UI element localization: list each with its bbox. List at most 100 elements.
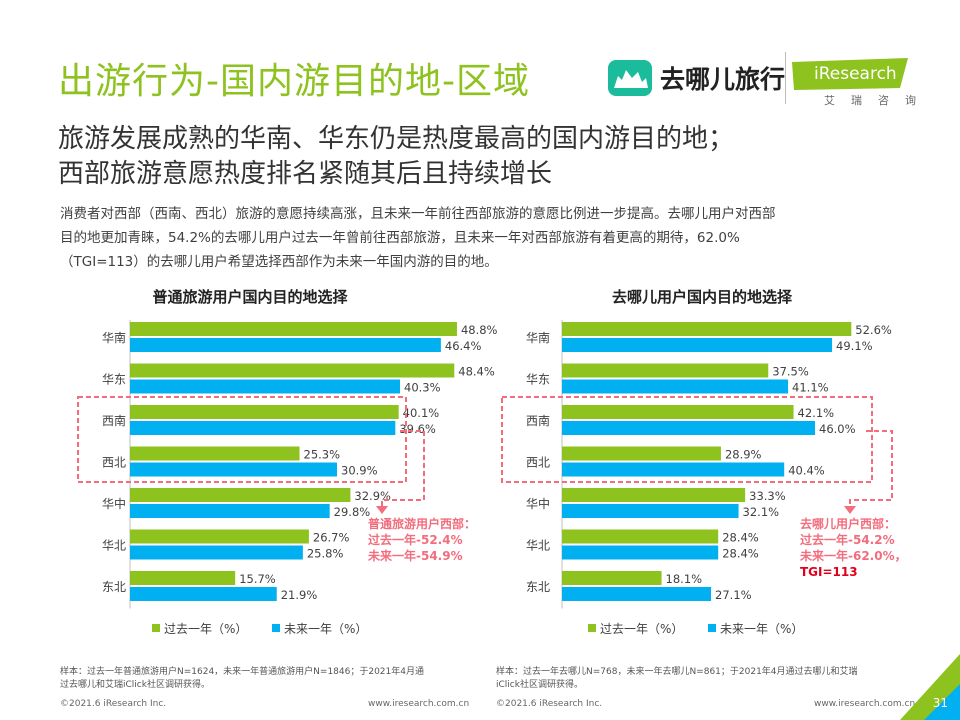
sample-note-left-2: 过去哪儿和艾瑞iClick社区调研获得。 <box>60 680 210 690</box>
chart-2-highlight-box <box>501 396 873 483</box>
chart-1-value-label: 40.3% <box>404 381 441 395</box>
chart-2-value-label: 28.9% <box>725 448 762 462</box>
chart-1-highlight-box <box>77 396 407 483</box>
corner-decoration <box>900 654 960 720</box>
description-line-2: 目的地更加青睐，54.2%的去哪儿用户过去一年曾前往西部旅游，且未来一年对西部旅… <box>60 230 740 246</box>
page-number: 31 <box>932 696 948 710</box>
chart-1-value-label: 46.4% <box>445 339 482 353</box>
chart-2-bar-past <box>562 322 852 336</box>
chart-1-value-label: 21.9% <box>281 588 318 602</box>
chart-1-value-label: 48.4% <box>458 365 495 379</box>
chart-1-bar-future <box>130 379 401 394</box>
iresearch-cn-name: 艾瑞咨询 <box>824 94 932 107</box>
chart-2-bar-future <box>562 379 789 394</box>
chart-1-bar-past <box>130 446 300 461</box>
sample-note-right-2: iClick社区调研获得。 <box>496 680 583 690</box>
iresearch-name: iResearch <box>814 64 897 84</box>
chart-1-category-label: 华北 <box>102 539 126 553</box>
chart-1-annotation-line: 普通旅游用户西部： <box>368 516 476 531</box>
chart-2-value-label: 27.1% <box>715 588 752 602</box>
chart-2-category-label: 东北 <box>526 580 550 594</box>
chart-1-category-label: 华南 <box>102 330 126 345</box>
chart-2-category-label: 华北 <box>526 539 550 553</box>
chart-1-value-label: 39.6% <box>399 422 436 436</box>
chart-2-category-label: 华南 <box>526 330 550 345</box>
chart-2-category-label: 华东 <box>526 373 550 387</box>
iresearch-logo-icon <box>792 58 908 90</box>
chart-1-bar-past <box>130 529 309 544</box>
chart-1-bar-past <box>130 488 351 502</box>
chart-2-bar-past <box>562 405 794 419</box>
description-line-3: （TGI=113）的去哪儿用户希望选择西部作为未来一年国内游的目的地。 <box>60 254 498 270</box>
chart-1-value-label: 15.7% <box>239 572 276 586</box>
chart-2-bar-past <box>562 529 719 544</box>
chart-2-value-label: 18.1% <box>666 572 703 586</box>
chart-2-connector <box>849 430 893 508</box>
chart-1-connector <box>381 430 425 508</box>
subtitle-line-1: 旅游发展成熟的华南、华东仍是热度最高的国内游目的地； <box>58 124 735 154</box>
chart-2-bar-future <box>562 504 739 518</box>
chart-1-category-label: 华东 <box>102 373 126 387</box>
copyright-left: ©2021.6 iResearch Inc. <box>60 699 167 709</box>
chart-2-bar-past <box>562 488 746 502</box>
chart-2-category-label: 西南 <box>526 413 550 428</box>
description-line-1: 消费者对西部（西南、西北）旅游的意愿持续高涨，且未来一年前往西部旅游的意愿比例进… <box>60 206 776 222</box>
chart-2-legend-label: 未来一年（%） <box>720 622 803 636</box>
chart-2-annotation-line: 去哪儿用户西部： <box>800 516 896 531</box>
chart-2-value-label: 28.4% <box>722 547 759 561</box>
chart-2-bar-future <box>562 587 712 601</box>
qunar-brand-name: 去哪儿旅行 <box>660 65 786 94</box>
chart-2-annotation-line: 过去一年-54.2% <box>800 532 895 547</box>
chart-1-bar-past <box>130 571 236 585</box>
chart-1-value-label: 25.8% <box>307 547 344 561</box>
chart-1-value-label: 40.1% <box>403 406 440 420</box>
chart-2-bar-future <box>562 421 815 435</box>
subtitle-line-2: 西部旅游意愿热度排名紧随其后且持续增长 <box>58 159 553 189</box>
chart-1-value-label: 30.9% <box>341 464 378 478</box>
sample-note-left-1: 样本：过去一年普通旅游用户N=1624，未来一年普通旅游用户N=1846；于20… <box>60 667 424 677</box>
header-divider <box>785 52 786 104</box>
chart-2-category-label: 西北 <box>526 456 550 470</box>
chart-2-value-label: 40.4% <box>788 464 825 478</box>
chart-2-value-label: 32.1% <box>743 505 780 519</box>
chart-2-value-label: 37.5% <box>772 365 809 379</box>
chart-1-title: 普通旅游用户国内目的地选择 <box>152 288 348 306</box>
chart-1-annotation-line: 未来一年-54.9% <box>367 548 463 563</box>
chart-1-bar-future <box>130 462 338 477</box>
chart-2-bar-future <box>562 462 785 477</box>
chart-1-category-label: 西南 <box>102 413 126 428</box>
chart-2-value-label: 46.0% <box>819 422 856 436</box>
chart-1-category-label: 东北 <box>102 580 126 594</box>
chart-2-bar-future <box>562 545 719 560</box>
chart-2-annotation-line: 未来一年-62.0%， <box>799 548 907 563</box>
chart-2-bar-future <box>562 338 833 352</box>
chart-2-category-label: 华中 <box>526 496 550 511</box>
chart-1-legend-swatch-past <box>152 624 160 632</box>
chart-1-bar-future <box>130 504 330 518</box>
chart-1-value-label: 26.7% <box>313 531 350 545</box>
website-left: www.iresearch.com.cn <box>368 699 470 709</box>
page-title: 出游行为-国内游目的地-区域 <box>58 61 530 102</box>
chart-1-bar-past <box>130 363 455 378</box>
chart-1-legend-swatch-future <box>272 624 280 632</box>
chart-1-annotation-line: 过去一年-52.4% <box>368 532 463 547</box>
chart-2-value-label: 42.1% <box>798 406 835 420</box>
chart-2-arrow-icon <box>844 506 856 514</box>
chart-1-category-label: 西北 <box>102 456 126 470</box>
chart-2-bar-past <box>562 571 662 585</box>
camel-icon <box>608 60 652 96</box>
chart-1-bar-past <box>130 322 457 336</box>
chart-2-value-label: 41.1% <box>792 381 829 395</box>
chart-1-value-label: 25.3% <box>304 448 341 462</box>
sample-note-right-1: 样本：过去一年去哪儿N=768，未来一年去哪儿N=861；于2021年4月通过去… <box>496 667 858 677</box>
chart-2-value-label: 49.1% <box>836 339 873 353</box>
chart-2-annotation-line: TGI=113 <box>800 565 858 579</box>
website-right: www.iresearch.com.cn <box>814 699 916 709</box>
chart-1-legend-label: 未来一年（%） <box>284 622 367 636</box>
chart-1-legend-label: 过去一年（%） <box>164 622 247 636</box>
chart-1-bar-future <box>130 338 441 352</box>
chart-2-legend-swatch-future <box>708 624 716 632</box>
chart-1-value-label: 48.8% <box>461 323 498 337</box>
chart-2-value-label: 33.3% <box>749 489 786 503</box>
